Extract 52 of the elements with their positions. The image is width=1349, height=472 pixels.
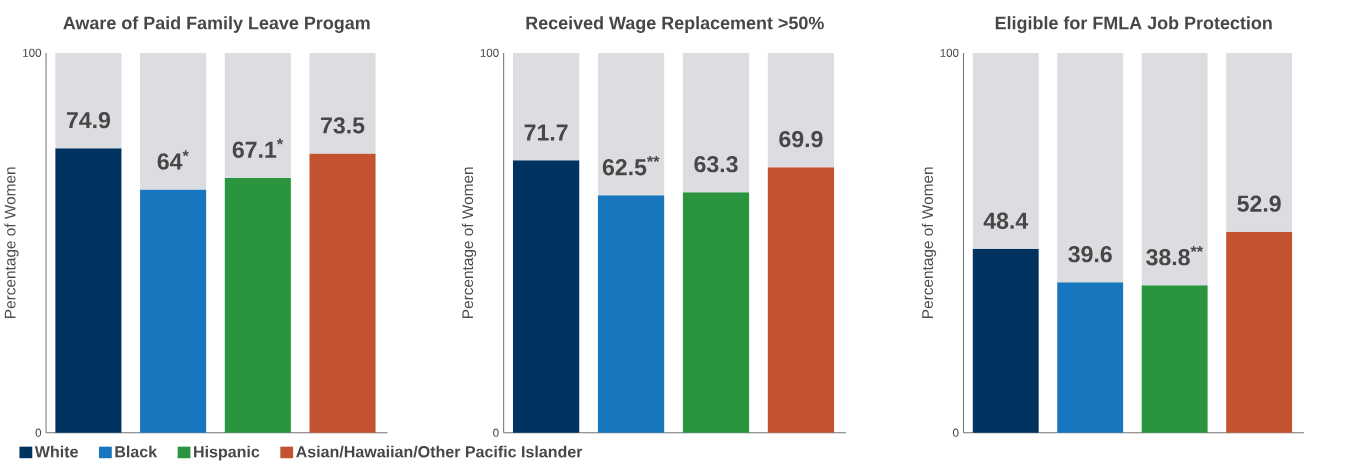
y-axis-title: Percentage of Women [921,167,937,318]
data-label: 73.5 [321,117,365,134]
y-tick-label: 0 [35,428,42,437]
bar [682,52,750,193]
data-label: 74.9 [66,111,111,129]
data-label: 71.7 [524,124,568,141]
bar [140,52,207,190]
y-tick-label: 100 [940,48,959,57]
chart-title: Aware of Paid Family Leave Progam [63,16,370,33]
y-tick-label: 100 [23,48,42,57]
y-axis-title: Percentage of Women [461,167,477,318]
data-label: 67.1$^{*}$ [232,138,284,158]
y-tick-label: 100 [480,48,499,57]
data-label: 63.3 [694,155,738,173]
bar [972,248,1039,433]
bar [1141,285,1208,433]
bar [767,167,835,433]
bar [1057,52,1124,283]
bar [1057,282,1124,433]
data-label: 64$^{*}$ [157,150,189,170]
bar [224,52,291,178]
bar [309,153,376,433]
bar [597,195,665,433]
legend-label: Black [115,445,158,458]
bar [224,177,291,433]
chart-title: Eligible for FMLA Job Protection [995,16,1272,33]
bar [55,52,122,149]
bar [140,189,207,433]
bar [767,52,835,168]
data-label: 48.4 [983,212,1029,229]
bar [512,52,580,161]
bar [597,52,665,196]
bar [1226,52,1293,232]
legend-label: White [34,445,78,458]
data-label: 39.6 [1068,245,1112,263]
bar [1226,231,1293,433]
data-label: 69.9 [779,130,823,148]
y-tick-label: 0 [493,428,499,437]
bar [55,148,122,433]
bar [682,192,750,433]
legend-label: Hispanic [194,445,260,461]
bar [512,160,580,433]
bar [1141,52,1208,286]
data-label: 52.9 [1237,195,1281,212]
data-label: 62.5$^{**}$ [602,155,660,176]
chart-title: Received Wage Replacement >50% [526,16,824,33]
bar [972,52,1039,249]
y-tick-label: 0 [953,428,959,437]
data-label: 38.8$^{**}$ [1146,245,1204,266]
legend-label: Asian/Hawaiian/Other Pacific Islander [296,445,583,458]
y-axis-title: Percentage of Women [4,167,19,318]
bar [309,52,376,154]
